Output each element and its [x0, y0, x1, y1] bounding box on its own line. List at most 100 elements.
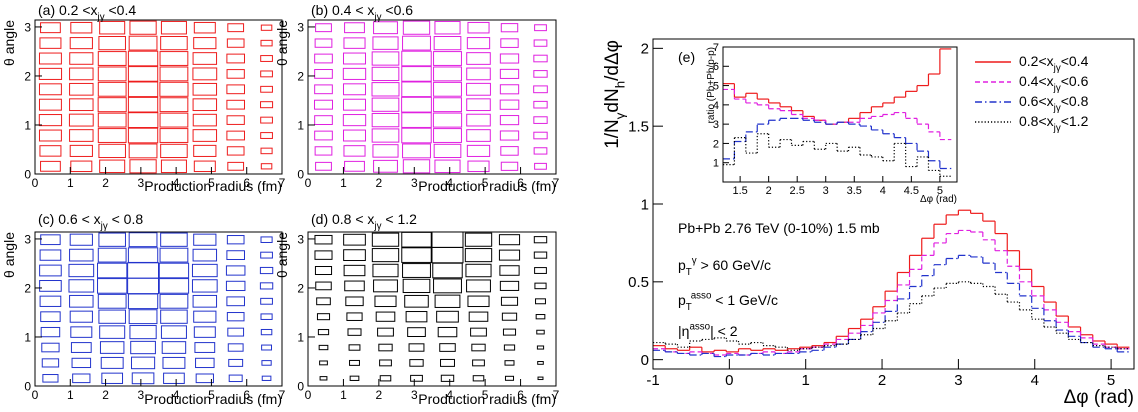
box	[40, 234, 61, 246]
box	[261, 375, 272, 381]
box	[374, 295, 397, 308]
box	[193, 310, 217, 323]
box	[372, 144, 399, 158]
box	[127, 277, 159, 295]
box	[160, 232, 188, 247]
box	[371, 232, 400, 247]
box	[260, 85, 273, 93]
box	[193, 233, 217, 246]
box	[314, 234, 333, 245]
box	[192, 294, 218, 308]
y-tick-label: 1	[297, 118, 304, 132]
x-tick-label: 0	[32, 176, 39, 190]
box	[160, 159, 187, 174]
box	[99, 325, 126, 339]
annotation-part: (e)	[678, 49, 695, 65]
x-tick-label: 0	[305, 388, 312, 402]
box	[440, 358, 455, 367]
panel-title-part: < 1.2	[382, 211, 418, 227]
box	[193, 144, 217, 157]
box	[160, 20, 187, 35]
box	[68, 113, 94, 127]
legend-label: 0.8<xjγ<1.2	[1019, 113, 1089, 134]
plot-frame	[722, 46, 958, 183]
box	[99, 159, 126, 174]
x-tick-label: 4	[880, 185, 886, 197]
y-tick-label: 2	[297, 69, 304, 83]
x-tick-label: 7	[279, 176, 286, 190]
box	[502, 328, 517, 336]
box	[159, 97, 189, 113]
x-tick-label: 2	[376, 388, 383, 402]
legend-label-part: <0.4	[1061, 53, 1089, 69]
box	[499, 99, 520, 110]
panel-title: (c) 0.6 < xjγ < 0.8	[38, 211, 143, 232]
box	[533, 54, 548, 63]
box	[371, 82, 400, 97]
box	[432, 262, 463, 279]
box	[467, 295, 490, 308]
box	[97, 128, 127, 143]
box	[260, 297, 273, 305]
x-tick-label: 1.5	[732, 185, 747, 197]
annotation-part: T	[686, 267, 692, 278]
x-axis-label-part: Production radius (fm)	[144, 178, 282, 194]
box	[401, 81, 432, 98]
annotation-part: T	[686, 302, 692, 313]
panel-title-part: < 0.8	[108, 211, 144, 227]
x-tick-label: 1	[67, 176, 74, 190]
x-tick-label: 7	[553, 388, 560, 402]
x-axis-label-part: Δφ (rad)	[1064, 387, 1134, 408]
box	[500, 38, 519, 48]
y-tick-label: 2	[24, 69, 31, 83]
plot-frame	[307, 19, 557, 175]
box	[314, 38, 333, 48]
box	[318, 344, 329, 351]
y-axis-label-part: θ angle	[1, 232, 17, 278]
plot-frame	[307, 231, 557, 387]
x-axis-label: Production radius (fm)	[418, 391, 556, 407]
x-tick-label: 0	[305, 176, 312, 190]
box	[226, 84, 245, 95]
x-tick-label: 2	[102, 176, 109, 190]
annotation-part: > 60 GeV/c	[697, 257, 771, 273]
box	[226, 250, 245, 261]
box	[70, 160, 93, 173]
box	[38, 83, 62, 96]
box	[314, 84, 333, 95]
box	[371, 51, 400, 66]
x-tick-label: 6	[243, 388, 250, 402]
box	[192, 67, 218, 81]
box	[260, 236, 273, 243]
box	[261, 360, 272, 366]
box	[40, 311, 61, 323]
box	[433, 81, 462, 97]
box	[69, 233, 93, 246]
annotation-part: < 1 GeV/c	[711, 292, 778, 308]
x-tick-label: 3.5	[847, 185, 862, 197]
box	[127, 96, 159, 113]
box	[504, 360, 515, 366]
box	[259, 266, 274, 275]
y-axis-label: θ angle	[1, 20, 17, 66]
box	[343, 233, 366, 246]
y-tick-label: 0	[641, 352, 649, 369]
box	[40, 22, 61, 34]
box	[342, 67, 367, 80]
box	[128, 232, 158, 248]
box	[401, 127, 432, 144]
box	[259, 282, 274, 290]
box	[534, 24, 547, 32]
y-tick-label: 2	[713, 138, 719, 150]
box	[100, 356, 124, 369]
box	[97, 262, 128, 279]
y-axis-label-part: ratio (Pb+Pb/p-p)	[706, 47, 717, 123]
y-tick-label: 2	[297, 281, 304, 295]
panel-title-part: (a) 0.2 <x	[38, 2, 98, 18]
box	[38, 129, 62, 142]
x-axis-label-part: Δφ (rad)	[920, 194, 957, 205]
box	[533, 116, 548, 124]
box	[466, 67, 491, 81]
box	[410, 374, 423, 382]
box	[348, 344, 361, 351]
